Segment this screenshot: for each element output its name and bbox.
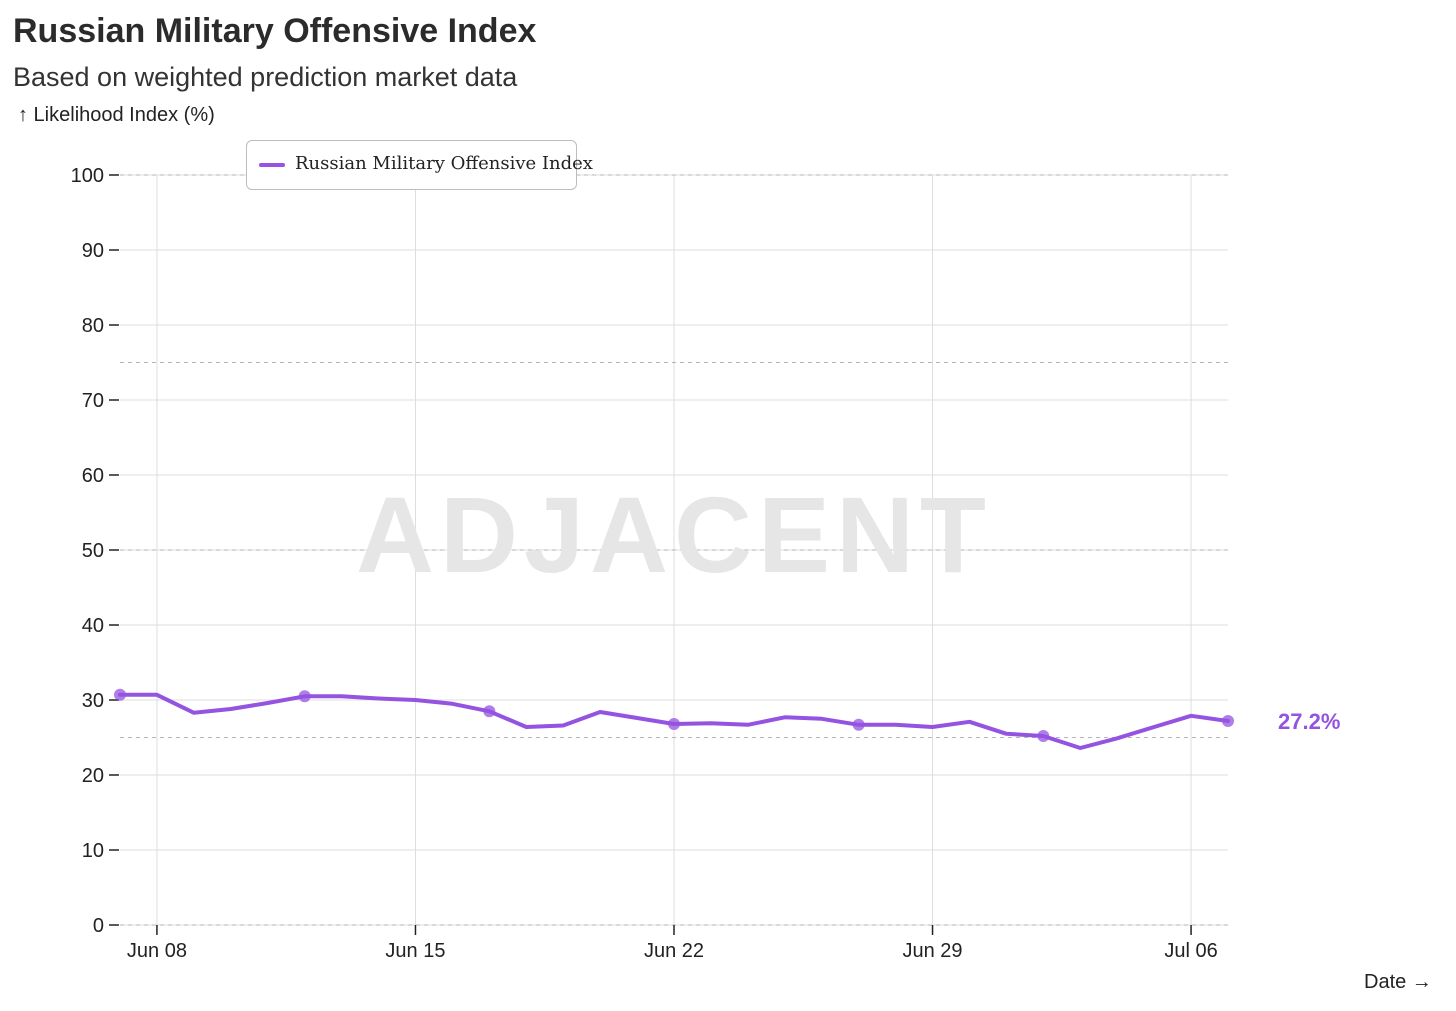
data-point (668, 718, 680, 730)
y-tick-label: 70 (82, 390, 104, 412)
y-tick-label: 20 (82, 765, 104, 787)
x-tick-label: Jun 29 (903, 940, 963, 962)
y-tick-label: 80 (82, 315, 104, 337)
chart-subtitle: Based on weighted prediction market data (13, 62, 518, 92)
data-point (1037, 730, 1050, 742)
y-tick-label: 90 (82, 240, 104, 262)
watermark: ADJACENT (356, 474, 992, 595)
legend-label: Russian Military Offensive Index (295, 153, 593, 174)
data-point (298, 690, 311, 703)
y-tick-label: 0 (93, 915, 104, 937)
last-value-label: 27.2% (1278, 709, 1340, 734)
y-axis-label: ↑ Likelihood Index (%) (18, 104, 215, 126)
data-point (483, 705, 496, 718)
x-tick-label: Jun 15 (385, 940, 445, 962)
x-axis-label: Date → (1364, 971, 1432, 993)
legend-swatch (259, 163, 285, 167)
data-point (852, 718, 865, 731)
y-tick-label: 50 (82, 540, 104, 562)
y-tick-label: 100 (71, 165, 104, 187)
chart-title: Russian Military Offensive Index (13, 12, 537, 50)
y-tick-label: 60 (82, 465, 104, 487)
data-point (114, 688, 126, 701)
x-tick-label: Jul 06 (1164, 940, 1217, 962)
x-tick-label: Jun 08 (127, 940, 187, 962)
legend: Russian Military Offensive Index (246, 140, 593, 190)
y-tick-label: 10 (82, 840, 104, 862)
y-tick-label: 30 (82, 690, 104, 712)
y-tick-label: 40 (82, 615, 104, 637)
data-point (1222, 715, 1234, 727)
x-tick-label: Jun 22 (644, 940, 704, 962)
